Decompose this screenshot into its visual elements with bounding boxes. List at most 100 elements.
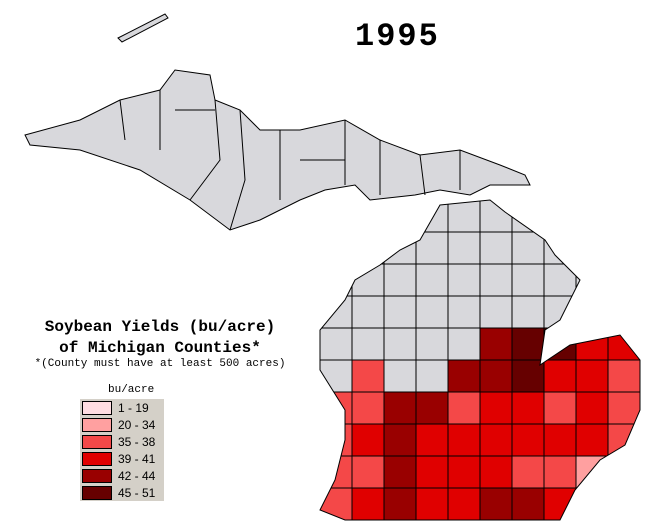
county [320,455,353,489]
county [543,359,577,393]
county [351,391,385,425]
up-county-borders [119,90,461,231]
county [607,200,640,233]
county [575,359,609,393]
county [543,455,577,489]
county [351,487,385,520]
map-title-line2: of Michigan Counties* [59,339,261,357]
county [351,327,385,361]
county [543,327,577,361]
year-title: 1995 [355,18,440,55]
county [447,455,481,489]
county [383,423,417,457]
county [543,487,577,520]
legend-swatch [82,468,112,483]
county [447,231,481,265]
county [415,327,449,361]
county [320,391,353,425]
county [447,487,481,520]
county [479,295,513,329]
county [575,295,609,329]
county [383,263,417,297]
legend-swatch [82,434,112,449]
county [511,391,545,425]
county [479,487,513,520]
county [511,455,545,489]
county [511,263,545,297]
county [607,455,640,489]
county [607,263,640,297]
county [320,327,353,361]
legend-label: 1 - 19 [118,400,149,415]
county [511,327,545,361]
county [479,423,513,457]
legend-item: 45 - 51 [80,484,164,501]
county [447,359,481,393]
county [447,327,481,361]
legend-swatch [82,417,112,432]
county [575,263,609,297]
county [415,455,449,489]
county [320,487,353,520]
county [607,487,640,520]
legend-label: 45 - 51 [118,485,156,500]
county [575,487,609,520]
county [415,391,449,425]
county [383,391,417,425]
county [320,423,353,457]
county [607,327,640,361]
legend-label: 39 - 41 [118,451,156,466]
county [383,359,417,393]
county [351,295,385,329]
legend-title: bu/acre [108,384,155,396]
county [351,263,385,297]
county [415,263,449,297]
county [511,295,545,329]
map-title-line1: Soybean Yields (bu/acre) [44,318,276,336]
county [383,455,417,489]
county [607,359,640,393]
county [607,391,640,425]
county [415,231,449,265]
county [351,231,385,265]
county [415,359,449,393]
legend: 1 - 19 20 - 34 35 - 38 39 - 41 42 - 44 45 - 5… [80,399,164,501]
county [447,263,481,297]
county [320,231,353,265]
county [575,423,609,457]
county [320,200,353,233]
county [351,359,385,393]
county [479,391,513,425]
county [543,391,577,425]
county [351,455,385,489]
legend-item: 42 - 44 [80,467,164,484]
county [511,487,545,520]
county [511,231,545,265]
county [383,295,417,329]
county [447,200,481,233]
county [575,200,609,233]
county [383,231,417,265]
legend-item: 1 - 19 [80,399,164,416]
county [447,295,481,329]
county [575,327,609,361]
legend-swatch [82,485,112,500]
legend-label: 20 - 34 [118,417,156,432]
county [320,263,353,297]
county [415,295,449,329]
legend-item: 39 - 41 [80,450,164,467]
county [320,359,353,393]
upper-peninsula [24,69,531,231]
legend-label: 42 - 44 [118,468,156,483]
county [320,295,353,329]
county [383,327,417,361]
legend-label: 35 - 38 [118,434,156,449]
county [543,295,577,329]
county [511,200,545,233]
county [447,423,481,457]
county [479,359,513,393]
isle-royale [117,13,169,43]
legend-item: 35 - 38 [80,433,164,450]
